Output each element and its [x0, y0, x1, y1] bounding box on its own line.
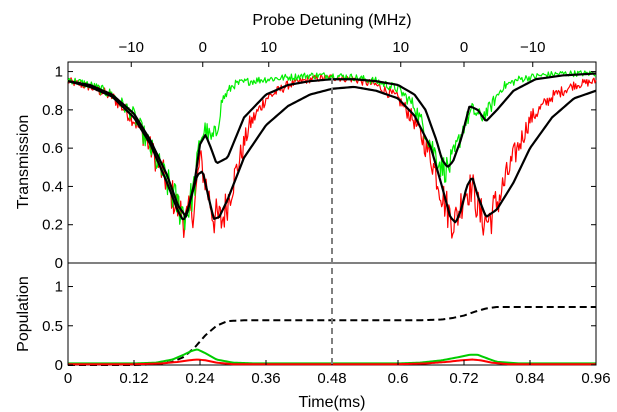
- detuning-tick-label: −10: [520, 39, 545, 56]
- population-x-tick-label: 0.6: [388, 370, 409, 387]
- transmission-y-tick-label: 0.4: [42, 178, 63, 195]
- transmission-y-tick-label: 1: [55, 64, 63, 81]
- transmission-y-tick-label: 0.2: [42, 217, 63, 234]
- transmission-axis-ticks: 0 0.2 0.4 0.6 0.8 1 −10 0 10 10 0 −10: [42, 39, 596, 272]
- detuning-tick-label: −10: [119, 39, 144, 56]
- transmission-y-tick-label: 0.6: [42, 140, 63, 157]
- population-y-axis-title: Population: [15, 276, 32, 352]
- transmission-series-1: [67, 70, 597, 231]
- population-x-tick-label: 0.84: [515, 370, 544, 387]
- population-x-tick-label: 0.24: [185, 370, 214, 387]
- transmission-y-tick-label: 0.8: [42, 102, 63, 119]
- detuning-tick-label: 0: [460, 39, 468, 56]
- population-x-tick-label: 0.72: [449, 370, 478, 387]
- transmission-y-tick-label: 0: [55, 255, 63, 272]
- population-x-axis-title: Time(ms): [299, 394, 366, 411]
- detuning-tick-label: 10: [260, 39, 277, 56]
- top-axis-title: Probe Detuning (MHz): [252, 12, 411, 29]
- population-x-tick-label: 0.48: [317, 370, 346, 387]
- population-x-tick-label: 0.36: [251, 370, 280, 387]
- population-y-tick-label: 0.5: [42, 318, 63, 335]
- detuning-tick-label: 0: [199, 39, 207, 56]
- detuning-tick-label: 10: [392, 39, 409, 56]
- population-y-tick-label: 1: [55, 279, 63, 296]
- population-axis-ticks: 0 0.5 1 0 0.12 0.24 0.36 0.48 0.6 0.72 0.84 0.96: [42, 279, 610, 387]
- population-x-tick-label: 0: [64, 370, 72, 387]
- population-x-tick-label: 0.96: [581, 370, 610, 387]
- population-x-tick-label: 0.12: [119, 370, 148, 387]
- transmission-y-axis-title: Transmission: [15, 115, 32, 210]
- population-y-tick-label: 0: [55, 357, 63, 374]
